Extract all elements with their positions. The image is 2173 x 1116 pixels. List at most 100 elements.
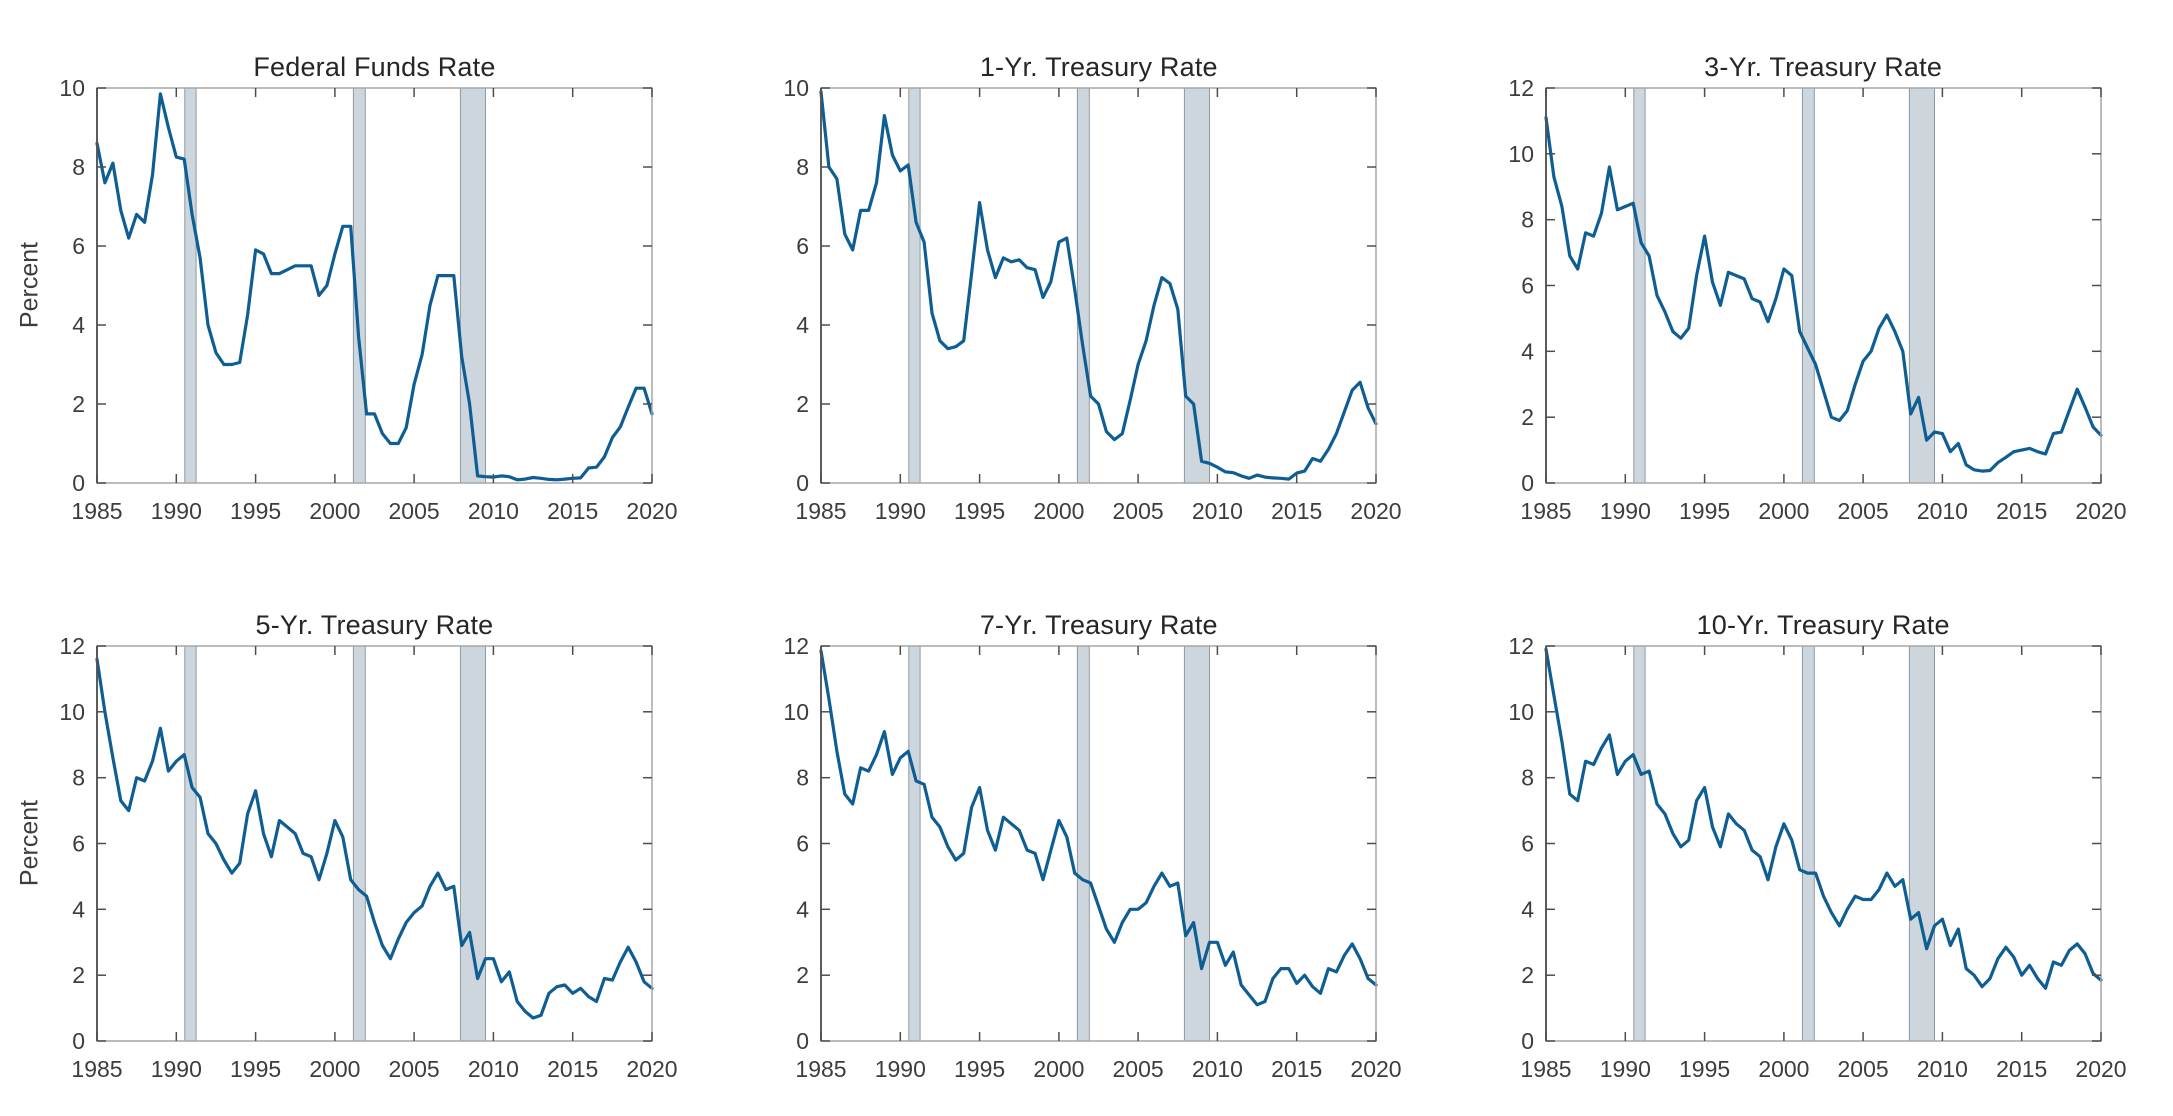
y-axis-tick-label: 2 [72, 391, 85, 417]
x-axis-tick-label: 2005 [1113, 1056, 1164, 1082]
panel-10yr-treasury-rate: 10-Yr. Treasury Rate 1985 1990 1995 2000 200… [1449, 558, 2173, 1116]
y-axis-tick-label: 4 [797, 312, 810, 338]
y-axis-tick-label: 10 [1508, 699, 1534, 725]
y-axis-tick-label: 2 [1521, 404, 1534, 430]
recession-band [1632, 645, 1646, 1042]
x-axis-tick-label: 1990 [1599, 498, 1650, 524]
y-axis-tick-label: 8 [1521, 765, 1534, 791]
y-axis-tick-label: 4 [1521, 338, 1534, 364]
x-axis-tick-label: 2020 [2075, 498, 2126, 524]
rate-line [819, 90, 1378, 481]
y-axis-tick-label: 0 [1521, 470, 1534, 496]
x-axis-tick-label: 2020 [2075, 1056, 2126, 1082]
recession-band [1801, 645, 1815, 1042]
plot-5yr-treasury-rate: 1985 1990 1995 2000 2005 2010 2015 2020 0 2 4 6 8 10 1… [59, 633, 677, 1082]
rate-line [1544, 647, 2103, 990]
x-axis-tick-label: 1985 [796, 498, 847, 524]
recession-band [908, 87, 921, 484]
chart-title: Federal Funds Rate [253, 52, 496, 82]
x-axis-tick-label: 2020 [1351, 1056, 1402, 1082]
x-axis-tick-label: 2020 [626, 1056, 677, 1082]
y-axis-tick-label: 2 [797, 391, 810, 417]
x-axis-tick-label: 2005 [1837, 498, 1888, 524]
y-axis-tick-label: 0 [797, 470, 810, 496]
y-axis-tick-label: 6 [72, 831, 85, 857]
x-axis-tick-label: 2005 [1113, 498, 1164, 524]
recession-band [352, 645, 366, 1042]
x-axis-tick-label: 2010 [1192, 1056, 1243, 1082]
x-axis-tick-label: 1995 [1679, 498, 1730, 524]
x-axis-tick-label: 1985 [71, 1056, 122, 1082]
recession-band [184, 87, 197, 484]
x-axis-tick-label: 1985 [1520, 1056, 1571, 1082]
y-axis-tick-label: 6 [797, 831, 810, 857]
y-axis-tick-label: 2 [72, 962, 85, 988]
x-axis-tick-label: 1995 [230, 498, 281, 524]
x-axis-tick-label: 2015 [1996, 498, 2047, 524]
x-axis-tick-label: 2000 [1758, 498, 1809, 524]
x-axis-tick-label: 1985 [1520, 498, 1571, 524]
recession-band [459, 87, 486, 484]
panel-federal-funds-rate: Federal Funds Rate Percent 1985 1990 1995 2… [0, 0, 724, 558]
y-axis-tick-label: 12 [1508, 633, 1534, 659]
y-axis-tick-label: 10 [784, 699, 810, 725]
y-axis-tick-label: 6 [1521, 831, 1534, 857]
x-axis-tick-label: 2005 [1837, 1056, 1888, 1082]
y-axis-tick-label: 6 [797, 233, 810, 259]
y-axis-tick-label: 10 [784, 75, 810, 101]
recession-band [459, 645, 486, 1042]
plot-10yr-treasury-rate: 1985 1990 1995 2000 2005 2010 2015 2020 0 2 4 6 8 10 1… [1508, 633, 2126, 1082]
plot-box [96, 645, 653, 1042]
recession-band [1632, 87, 1646, 484]
recession-band [1184, 645, 1211, 1042]
x-axis-tick-label: 2000 [309, 1056, 360, 1082]
x-axis-tick-label: 2005 [389, 498, 440, 524]
y-axis-tick-label: 2 [797, 962, 810, 988]
y-axis-tick-label: 8 [72, 765, 85, 791]
rate-line [1544, 116, 2103, 473]
chart-title: 7-Yr. Treasury Rate [979, 610, 1218, 640]
recession-band [1801, 87, 1815, 484]
recession-band [1908, 645, 1935, 1042]
panel-1yr-treasury-rate: 1-Yr. Treasury Rate 1985 1990 1995 2000 2005… [724, 0, 1448, 558]
chart-title: 3-Yr. Treasury Rate [1704, 52, 1943, 82]
y-axis-tick-label: 8 [1521, 207, 1534, 233]
x-axis-tick-label: 2010 [468, 498, 519, 524]
recession-band [1077, 87, 1091, 484]
y-axis-tick-label: 0 [1521, 1028, 1534, 1054]
y-axis-tick-label: 12 [59, 633, 85, 659]
y-axis-tick-label: 4 [72, 896, 85, 922]
chart-title: 5-Yr. Treasury Rate [255, 610, 494, 640]
y-axis-tick-label: 4 [72, 312, 85, 338]
chart-title: 10-Yr. Treasury Rate [1696, 610, 1950, 640]
x-axis-tick-label: 2000 [1034, 498, 1085, 524]
chart-title: 1-Yr. Treasury Rate [979, 52, 1218, 82]
x-axis-tick-label: 2000 [309, 498, 360, 524]
y-axis-tick-label: 8 [797, 765, 810, 791]
y-axis-tick-label: 4 [797, 896, 810, 922]
recession-band [908, 645, 921, 1042]
panel-3yr-treasury-rate: 3-Yr. Treasury Rate 1985 1990 1995 2000 2005… [1449, 0, 2173, 558]
y-axis-tick-label: 10 [59, 699, 85, 725]
y-axis-tick-label: 6 [1521, 272, 1534, 298]
y-axis-tick-label: 0 [72, 470, 85, 496]
y-axis-tick-label: 8 [797, 154, 810, 180]
x-axis-tick-label: 2020 [626, 498, 677, 524]
x-axis-tick-label: 2015 [547, 1056, 598, 1082]
y-axis-tick-label: 8 [72, 154, 85, 180]
plot-box [1544, 87, 2102, 484]
rate-line [819, 649, 1378, 1007]
x-axis-tick-label: 2010 [468, 1056, 519, 1082]
x-axis-tick-label: 1990 [875, 498, 926, 524]
x-axis-tick-label: 1990 [1599, 1056, 1650, 1082]
y-axis-tick-label: 10 [1508, 141, 1534, 167]
y-axis-tick-label: 12 [1508, 75, 1534, 101]
x-axis-tick-label: 1995 [230, 1056, 281, 1082]
x-axis-tick-label: 1995 [1679, 1056, 1730, 1082]
x-axis-tick-label: 1995 [954, 1056, 1005, 1082]
plot-7yr-treasury-rate: 1985 1990 1995 2000 2005 2010 2015 2020 0 2 4 6 8 10 1… [784, 633, 1402, 1082]
x-axis-tick-label: 2000 [1034, 1056, 1085, 1082]
rate-line [95, 92, 654, 482]
